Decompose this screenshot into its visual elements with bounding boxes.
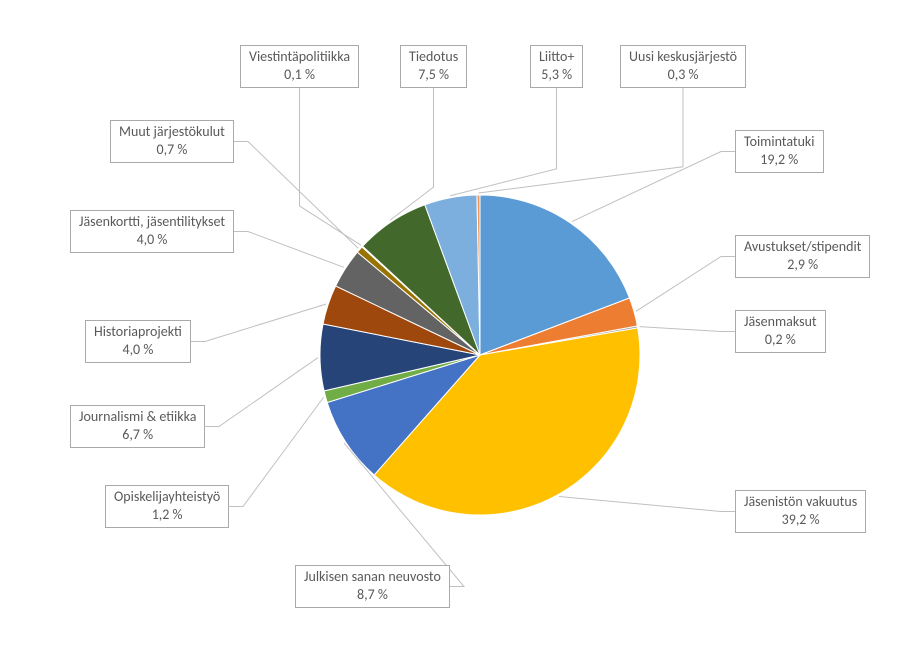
pie-label-pct: 7,5 % xyxy=(418,66,449,83)
pie-label-pct: 8,7 % xyxy=(357,586,388,603)
pie-label-text: Muut järjestökulut xyxy=(119,123,225,140)
leader-muut xyxy=(234,142,358,249)
pie-label-text: Toimintatuki xyxy=(744,133,815,150)
pie-label-text: Julkisen sanan neuvosto xyxy=(304,568,441,585)
pie-label-muut: Muut järjestökulut0,7 % xyxy=(110,120,234,163)
pie-label-pct: 2,9 % xyxy=(787,256,818,273)
pie-label-text: Liitto+ xyxy=(539,48,574,65)
pie-label-text: Jäsenkortti, jäsentilitykset xyxy=(79,213,225,230)
leader-opiskelija xyxy=(229,397,324,506)
leader-jasenmaksut xyxy=(639,327,735,332)
pie-label-pct: 4,0 % xyxy=(122,341,153,358)
pie-label-pct: 19,2 % xyxy=(760,151,798,168)
pie-label-text: Avustukset/stipendit xyxy=(744,238,861,255)
leader-liittoplus xyxy=(450,88,556,196)
pie-label-avustukset: Avustukset/stipendit2,9 % xyxy=(735,235,870,278)
pie-label-opiskelija: Opiskelijayhteistyö1,2 % xyxy=(105,485,229,528)
pie-label-text: Jäsenmaksut xyxy=(744,313,817,330)
pie-label-jasenmaksut: Jäsenmaksut0,2 % xyxy=(735,310,826,353)
pie-label-jaseniston_vakuutus: Jäsenistön vakuutus39,2 % xyxy=(735,490,866,533)
leader-jasenkortti xyxy=(234,232,344,268)
pie-label-journalismi: Journalismi & etiikka6,7 % xyxy=(70,405,205,448)
pie-label-pct: 4,0 % xyxy=(137,231,168,248)
pie-label-toimintatuki: Toimintatuki19,2 % xyxy=(735,130,824,173)
pie-label-viestinta: Viestintäpolitiikka0,1 % xyxy=(240,45,359,88)
pie-label-pct: 0,3 % xyxy=(668,66,699,83)
pie-label-pct: 6,7 % xyxy=(122,426,153,443)
pie-label-tiedotus: Tiedotus7,5 % xyxy=(400,45,467,88)
pie-label-text: Viestintäpolitiikka xyxy=(249,48,350,65)
pie-label-text: Opiskelijayhteistyö xyxy=(114,488,220,505)
pie-label-text: Jäsenistön vakuutus xyxy=(744,493,857,510)
leader-historiaprojekti xyxy=(191,304,326,342)
pie-label-pct: 5,3 % xyxy=(541,66,572,83)
leader-uusi_keskus xyxy=(478,88,683,193)
pie-label-text: Journalismi & etiikka xyxy=(79,408,196,425)
pie-label-julkisen_sanan: Julkisen sanan neuvosto8,7 % xyxy=(295,565,450,608)
pie-label-jasenkortti: Jäsenkortti, jäsentilitykset4,0 % xyxy=(70,210,234,253)
leader-jaseniston_vakuutus xyxy=(559,496,735,511)
pie-label-pct: 0,2 % xyxy=(765,331,796,348)
leader-journalismi xyxy=(205,358,318,427)
pie-label-text: Historiaprojekti xyxy=(94,323,182,340)
pie-label-pct: 39,2 % xyxy=(782,511,820,528)
leader-avustukset xyxy=(636,257,735,312)
pie-label-uusi_keskus: Uusi keskusjärjestö0,3 % xyxy=(620,45,746,88)
leader-tiedotus xyxy=(390,88,433,220)
pie-label-pct: 0,7 % xyxy=(156,141,187,158)
pie-label-text: Uusi keskusjärjestö xyxy=(629,48,737,65)
pie-label-historiaprojekti: Historiaprojekti4,0 % xyxy=(85,320,191,363)
pie-label-pct: 1,2 % xyxy=(152,506,183,523)
pie-label-text: Tiedotus xyxy=(409,48,458,65)
pie-label-pct: 0,1 % xyxy=(284,66,315,83)
leader-toimintatuki xyxy=(572,152,735,222)
pie-label-liittoplus: Liitto+5,3 % xyxy=(530,45,583,88)
